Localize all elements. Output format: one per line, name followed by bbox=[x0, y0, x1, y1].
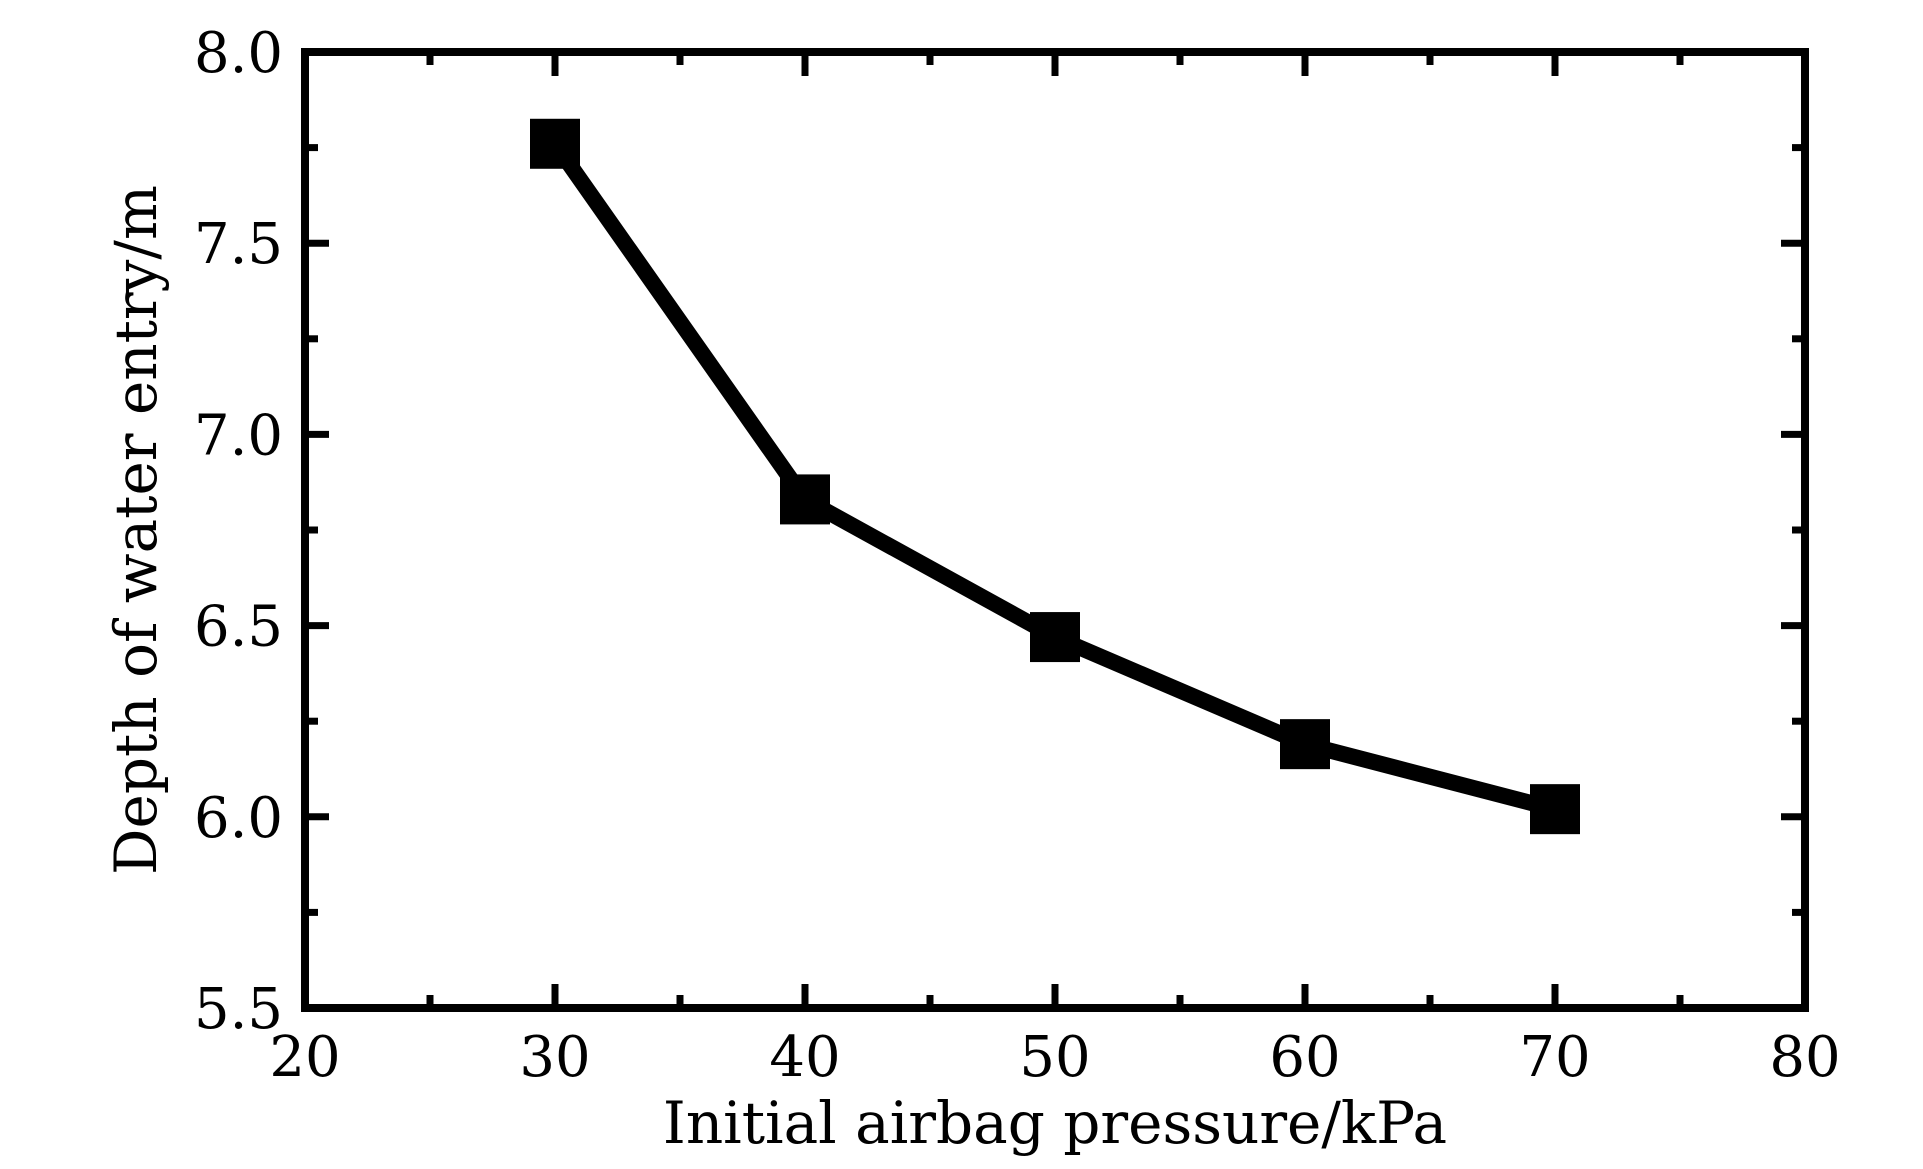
x-axis-title: Initial airbag pressure/kPa bbox=[663, 1089, 1447, 1157]
y-tick-label: 6.0 bbox=[194, 786, 283, 851]
y-tick-label: 7.5 bbox=[194, 212, 283, 277]
x-tick-labels: 20 30 40 50 60 70 80 bbox=[269, 1025, 1840, 1090]
axis-ticks bbox=[301, 48, 1809, 1012]
x-tick-label: 30 bbox=[519, 1025, 590, 1090]
series-line bbox=[548, 139, 1558, 817]
y-tick-label: 8.0 bbox=[194, 21, 283, 86]
x-tick-label: 40 bbox=[769, 1025, 840, 1090]
x-tick-label: 80 bbox=[1769, 1025, 1840, 1090]
series-markers bbox=[530, 118, 1580, 835]
x-tick-label: 60 bbox=[1269, 1025, 1340, 1090]
plot-frame bbox=[301, 48, 1809, 1012]
x-tick-label: 50 bbox=[1019, 1025, 1090, 1090]
y-tick-label: 7.0 bbox=[194, 403, 283, 468]
x-tick-label: 20 bbox=[269, 1025, 340, 1090]
data-point-marker bbox=[1530, 784, 1580, 835]
y-tick-label: 6.5 bbox=[194, 595, 283, 660]
y-axis-title: Depth of water entry/m bbox=[102, 185, 170, 875]
data-point-marker bbox=[530, 118, 580, 169]
data-point-marker bbox=[1030, 612, 1080, 663]
data-point-marker bbox=[780, 474, 830, 525]
series-line-layer bbox=[548, 139, 1558, 817]
y-tick-labels: 5.5 6.0 6.5 7.0 7.5 8.0 bbox=[194, 21, 283, 1042]
x-tick-label: 70 bbox=[1519, 1025, 1590, 1090]
y-tick-label: 5.5 bbox=[194, 977, 283, 1042]
data-point-marker bbox=[1280, 719, 1330, 770]
